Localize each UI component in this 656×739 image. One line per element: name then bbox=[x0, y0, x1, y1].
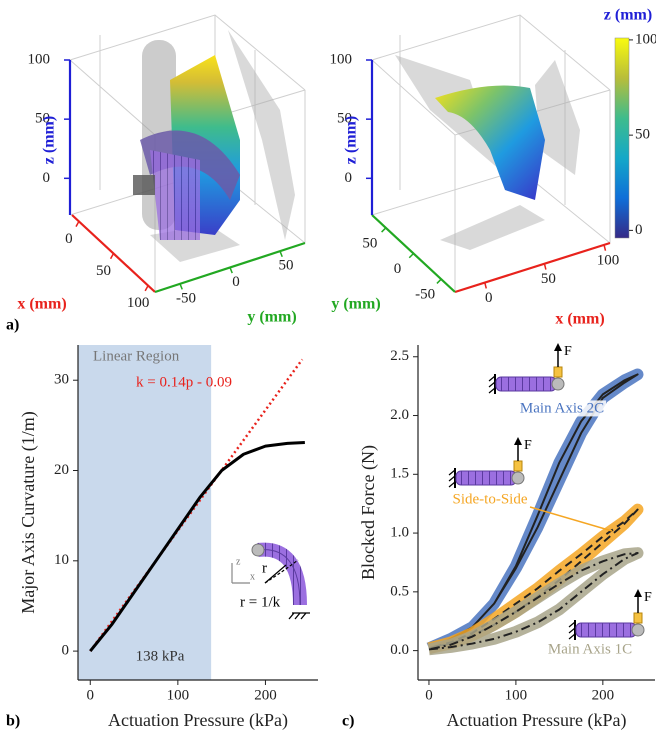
y-axis-label: y (mm) bbox=[247, 309, 296, 326]
x-tick-label: 100 bbox=[505, 687, 528, 703]
x-axis-label: x (mm) bbox=[17, 296, 66, 313]
x-tick-label: 0 bbox=[87, 687, 95, 703]
z-tick-label: 50 bbox=[337, 111, 352, 127]
x-axis bbox=[454, 241, 611, 294]
series-line bbox=[428, 552, 639, 651]
force-label: F bbox=[564, 344, 572, 359]
x-tick-label: 0 bbox=[425, 687, 433, 703]
tick-mark bbox=[279, 250, 283, 258]
x-tick-label: 200 bbox=[254, 687, 277, 703]
colorbar-label: z (mm) bbox=[604, 7, 652, 24]
y-tick-label: -50 bbox=[176, 290, 196, 306]
z-tick-label: 0 bbox=[345, 170, 353, 186]
series-line bbox=[89, 441, 305, 653]
panel-label: c) bbox=[342, 713, 354, 730]
view-right-decoration bbox=[371, 14, 611, 292]
series-label: k = 0.14p - 0.09 bbox=[136, 374, 232, 390]
y-tick-label: 0 bbox=[394, 261, 402, 277]
label-background bbox=[517, 400, 607, 417]
x-axis-label: Actuation Pressure (kPa) bbox=[447, 710, 627, 731]
label-background bbox=[545, 641, 635, 658]
region-label: Linear Region bbox=[93, 348, 180, 364]
label-pointer bbox=[529, 506, 613, 532]
inset-actuator bbox=[231, 542, 310, 620]
x-tick-label: 50 bbox=[96, 263, 111, 279]
y-axis-label: Major Axis Curvature (1/m) bbox=[18, 411, 39, 613]
tick-mark bbox=[75, 221, 80, 228]
y-tick-label: 20 bbox=[54, 462, 69, 478]
label-background bbox=[450, 491, 530, 508]
y-tick-label: 50 bbox=[279, 258, 294, 274]
x-axis-label: Actuation Pressure (kPa) bbox=[108, 710, 288, 731]
tick-mark bbox=[109, 253, 115, 260]
series-line bbox=[428, 373, 639, 650]
tick-mark bbox=[484, 282, 487, 289]
x-tick-label: 0 bbox=[65, 231, 73, 247]
z-tick-label: 100 bbox=[330, 51, 353, 67]
x-tick-label: 50 bbox=[541, 271, 556, 287]
y-tick-label: 0.5 bbox=[390, 583, 409, 599]
tick-mark bbox=[408, 252, 415, 259]
actuator-icon bbox=[448, 436, 525, 489]
tick-mark bbox=[543, 263, 547, 270]
y-axis-label: Blocked Force (N) bbox=[358, 445, 379, 580]
z-tick-label: 0 bbox=[43, 170, 51, 186]
colorbar-tick-label: 100 bbox=[635, 31, 656, 47]
y-tick-label: 30 bbox=[54, 372, 69, 388]
x-tick-label: 100 bbox=[167, 687, 190, 703]
z-tick-label: 100 bbox=[28, 51, 51, 67]
tick-mark bbox=[381, 227, 387, 233]
force-label: F bbox=[644, 590, 652, 605]
colorbar bbox=[614, 37, 630, 239]
x-axis-label: x (mm) bbox=[555, 311, 604, 328]
y-axis-label: y (mm) bbox=[331, 296, 380, 313]
y-tick-label: 2.0 bbox=[390, 407, 409, 423]
y-tick-label: 0.0 bbox=[390, 642, 409, 658]
tick-mark bbox=[603, 244, 607, 251]
tick-mark bbox=[436, 278, 442, 284]
y-tick-label: 50 bbox=[362, 235, 377, 251]
y-tick-label: 10 bbox=[54, 552, 69, 568]
y-tick-label: 0 bbox=[232, 274, 240, 290]
x-tick-label: 200 bbox=[592, 687, 615, 703]
y-tick-label: 1.5 bbox=[390, 466, 409, 482]
inset-relation: r = 1/k bbox=[240, 594, 281, 610]
x-tick-label: 0 bbox=[485, 290, 493, 306]
series-label: Main Axis 2C bbox=[520, 400, 604, 416]
tick-mark bbox=[229, 267, 233, 274]
y-tick-label: 0 bbox=[62, 643, 70, 659]
panel-label: a) bbox=[6, 317, 19, 334]
panel-label: b) bbox=[6, 713, 20, 730]
z-tick-label: 50 bbox=[35, 111, 50, 127]
series-label: Main Axis 1C bbox=[548, 641, 632, 657]
view-left-decoration bbox=[69, 14, 306, 292]
tick-mark bbox=[144, 285, 149, 292]
z-axis-label: z (mm) bbox=[41, 116, 58, 164]
inset-axis-z: z bbox=[236, 556, 241, 567]
x-tick-label: 100 bbox=[597, 252, 620, 268]
y-tick-label: 1.0 bbox=[390, 525, 409, 541]
z-axis-label: z (mm) bbox=[343, 116, 360, 164]
inset-radius: r bbox=[262, 560, 267, 576]
force-label: F bbox=[524, 438, 532, 453]
x-tick-label: 100 bbox=[127, 295, 150, 311]
y-tick-label: 2.5 bbox=[390, 348, 409, 364]
colorbar-tick-label: 0 bbox=[635, 222, 643, 238]
series-label: Side-to-Side bbox=[453, 491, 528, 507]
inset-axis-x: x bbox=[250, 571, 255, 582]
region-edge-label: 138 kPa bbox=[136, 648, 185, 664]
actuator-icon bbox=[488, 342, 565, 395]
colorbar-tick-label: 50 bbox=[635, 127, 650, 143]
tick-mark bbox=[179, 283, 183, 290]
y-tick-label: -50 bbox=[415, 287, 435, 303]
